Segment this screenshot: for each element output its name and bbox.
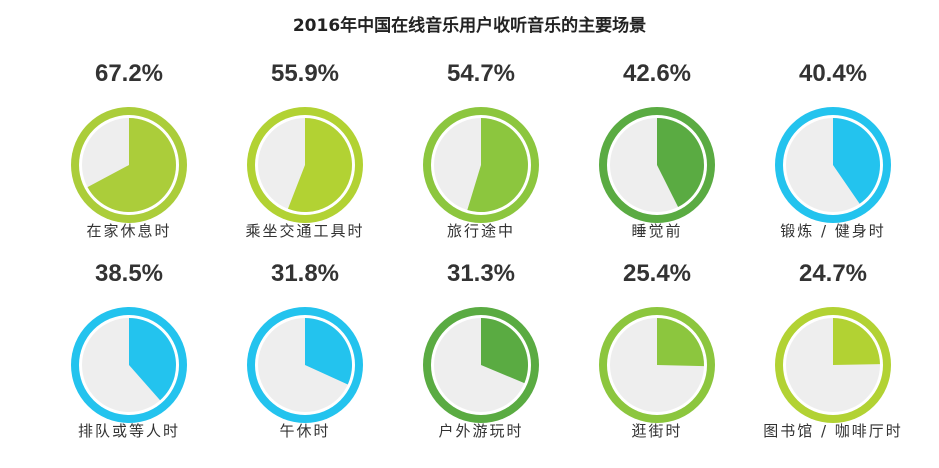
pie-slice <box>481 318 529 384</box>
pie-cell: 24.7% 图书馆 / 咖啡厅时 <box>745 256 921 456</box>
category-label: 户外游玩时 <box>438 422 524 440</box>
pie-cell: 38.5% 排队或等人时 <box>41 256 217 456</box>
category-label: 在家休息时 <box>86 222 172 240</box>
pie-chart <box>775 107 891 223</box>
pie-grid: 67.2% 在家休息时 55.9% 乘坐交通工具时 54.7% 旅行途中 42.6% 睡觉前 4… <box>41 56 921 456</box>
category-label: 排队或等人时 <box>77 422 180 440</box>
pie-cell: 67.2% 在家休息时 <box>41 56 217 256</box>
category-label: 睡觉前 <box>631 222 683 240</box>
category-label: 逛街时 <box>631 422 683 440</box>
percent-label: 31.8% <box>270 260 340 287</box>
percent-label: 38.5% <box>94 260 164 287</box>
pie-cell: 31.3% 户外游玩时 <box>393 256 569 456</box>
pie-slice <box>287 118 352 212</box>
pie-slice <box>657 318 705 367</box>
pie-cell: 55.9% 乘坐交通工具时 <box>217 56 393 256</box>
pie-cell: 31.8% 午休时 <box>217 256 393 456</box>
percent-label: 24.7% <box>798 260 868 287</box>
category-label: 午休时 <box>279 422 331 440</box>
pie-slice <box>467 118 528 212</box>
pie-chart <box>247 107 363 223</box>
pie-cell: 40.4% 锻炼 / 健身时 <box>745 56 921 256</box>
percent-label: 40.4% <box>798 60 868 87</box>
pie-slice <box>833 118 881 204</box>
pie-chart <box>423 307 539 423</box>
pie-slice <box>129 318 177 401</box>
pie-slice <box>833 318 880 365</box>
pie-chart <box>71 307 187 423</box>
percent-label: 55.9% <box>270 60 340 87</box>
percent-label: 54.7% <box>446 60 516 87</box>
chart-title: 2016年中国在线音乐用户收听音乐的主要场景 <box>292 16 647 36</box>
category-label: 乘坐交通工具时 <box>245 222 365 240</box>
pie-chart <box>423 107 539 223</box>
pie-cell: 25.4% 逛街时 <box>569 256 745 456</box>
category-label: 图书馆 / 咖啡厅时 <box>763 422 903 440</box>
percent-label: 42.6% <box>622 60 692 87</box>
category-label: 旅行途中 <box>446 222 515 240</box>
pie-chart <box>775 307 891 423</box>
pie-chart <box>71 107 187 223</box>
pie-chart <box>599 107 715 223</box>
category-label: 锻炼 / 健身时 <box>780 222 886 240</box>
pie-slice <box>305 318 352 385</box>
pie-chart <box>599 307 715 423</box>
pie-slice <box>657 118 704 208</box>
percent-label: 67.2% <box>94 60 164 87</box>
pie-chart <box>247 307 363 423</box>
pie-slice <box>87 118 176 212</box>
pie-cell: 42.6% 睡觉前 <box>569 56 745 256</box>
percent-label: 25.4% <box>622 260 692 287</box>
percent-label: 31.3% <box>446 260 516 287</box>
pie-cell: 54.7% 旅行途中 <box>393 56 569 256</box>
